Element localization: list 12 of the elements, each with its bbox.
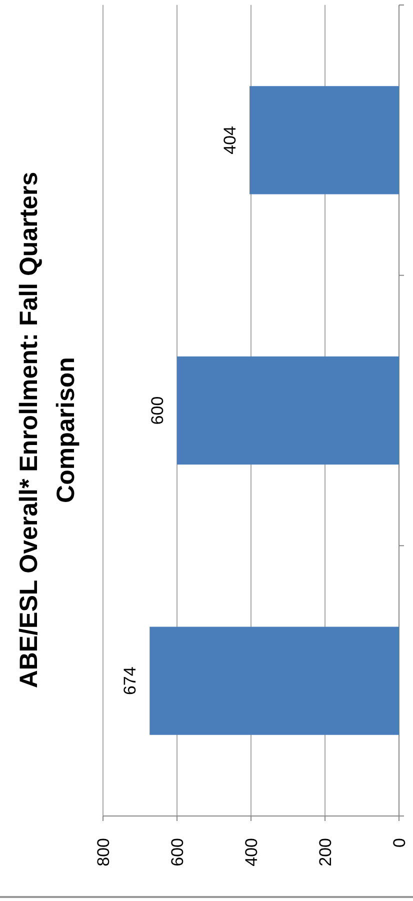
x-tick-label: 200 xyxy=(316,838,335,866)
x-tick-label: 400 xyxy=(242,838,261,866)
text: ABE/ESL Overall* Enrollment: Fall Quarters Comparison xyxy=(15,172,80,688)
bar xyxy=(150,626,399,735)
data-label: 404 xyxy=(220,126,240,154)
bar xyxy=(250,86,399,194)
x-tick-label: 600 xyxy=(168,838,187,866)
x-tick-label: 0 xyxy=(390,838,409,848)
data-label: 600 xyxy=(148,396,167,425)
data-label: 674 xyxy=(120,666,140,696)
bar xyxy=(177,356,399,465)
x-tick-label: 800 xyxy=(94,838,113,866)
